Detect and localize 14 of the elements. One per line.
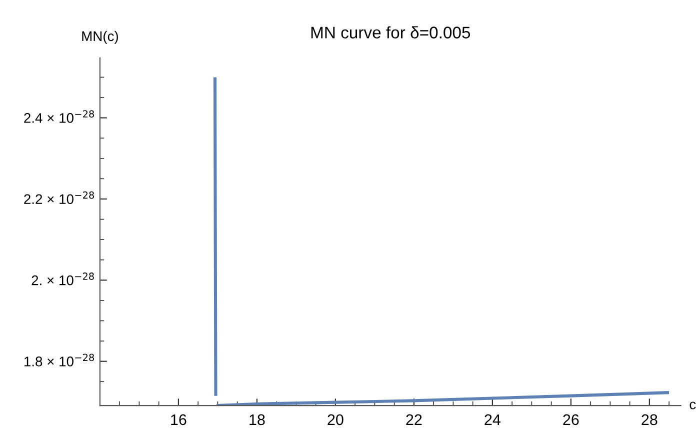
x-tick-label: 18 [250, 414, 265, 426]
y-tick-label: 2. × 10$^{−28}$ [32, 272, 94, 286]
x-tick-label: 20 [328, 414, 344, 426]
x-tick-label: 22 [406, 414, 422, 425]
chart-title: MN curve for δ=0.005 [311, 26, 470, 38]
x-tick-label: 26 [563, 414, 579, 426]
y-tick-label: 1.8 × 10$^{−28}$ [24, 354, 94, 366]
x-tick-label: 24 [484, 414, 500, 425]
y-axis-title: MN(c) [82, 30, 118, 44]
x-tick-label: 28 [642, 414, 658, 426]
y-tick-label: 2.4 × 10$^{−28}$ [24, 110, 94, 123]
x-tick-label: 16 [171, 414, 186, 426]
x-axis-title: c [690, 402, 696, 410]
y-tick-label: 2.2 × 10$^{−28}$ [24, 191, 94, 204]
